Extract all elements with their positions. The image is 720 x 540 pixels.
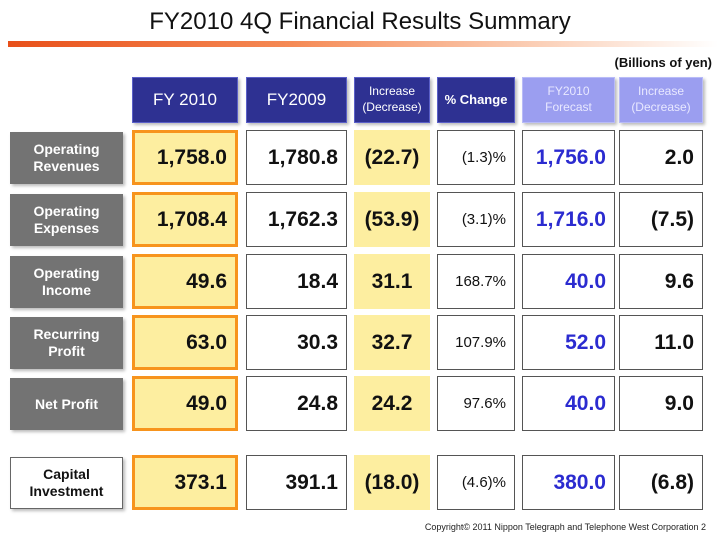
value-forecast: 52.0 — [522, 315, 615, 370]
value-pct: 97.6% — [437, 376, 515, 431]
value-pct: 168.7% — [437, 254, 515, 309]
value-fy2009: 30.3 — [246, 315, 347, 370]
value-forecast: 380.0 — [522, 455, 615, 510]
value-fy2010: 63.0 — [132, 315, 238, 370]
value-fy2009: 18.4 — [246, 254, 347, 309]
header-increase: Increase (Decrease) — [354, 77, 430, 123]
row-label: Net Profit — [10, 378, 123, 430]
value-fy2010: 49.0 — [132, 376, 238, 431]
value-pct: 107.9% — [437, 315, 515, 370]
copyright-footer: Copyright© 2011 Nippon Telegraph and Tel… — [424, 522, 706, 532]
row-label: Recurring Profit — [10, 317, 123, 369]
row-label: Operating Income — [10, 256, 123, 308]
value-fy2009: 1,762.3 — [246, 192, 347, 247]
unit-label: (Billions of yen) — [614, 55, 713, 70]
value-increase: (22.7) — [354, 130, 430, 185]
value-increase: 31.1 — [354, 254, 430, 309]
value-pct: (3.1)% — [437, 192, 515, 247]
value-forecast: 40.0 — [522, 376, 615, 431]
value-vs-forecast: (6.8) — [619, 455, 703, 510]
value-fy2010: 49.6 — [132, 254, 238, 309]
value-forecast: 1,716.0 — [522, 192, 615, 247]
header-vs-forecast: Increase (Decrease) — [619, 77, 703, 123]
value-increase: (53.9) — [354, 192, 430, 247]
header-pct-change: % Change — [437, 77, 515, 123]
value-vs-forecast: (7.5) — [619, 192, 703, 247]
value-pct: (1.3)% — [437, 130, 515, 185]
value-fy2010: 373.1 — [132, 455, 238, 510]
value-increase: 32.7 — [354, 315, 430, 370]
value-increase: (18.0) — [354, 455, 430, 510]
row-label: Operating Expenses — [10, 194, 123, 246]
value-fy2009: 391.1 — [246, 455, 347, 510]
row-label: Operating Revenues — [10, 132, 123, 184]
value-forecast: 1,756.0 — [522, 130, 615, 185]
value-forecast: 40.0 — [522, 254, 615, 309]
value-increase: 24.2 — [354, 376, 430, 431]
value-fy2009: 1,780.8 — [246, 130, 347, 185]
slide-title: FY2010 4Q Financial Results Summary — [149, 8, 571, 35]
value-vs-forecast: 11.0 — [619, 315, 703, 370]
row-label: Capital Investment — [10, 457, 123, 509]
value-fy2010: 1,708.4 — [132, 192, 238, 247]
value-fy2009: 24.8 — [246, 376, 347, 431]
header-fy2009: FY2009 — [246, 77, 347, 123]
value-vs-forecast: 9.6 — [619, 254, 703, 309]
value-fy2010: 1,758.0 — [132, 130, 238, 185]
header-forecast: FY2010 Forecast — [522, 77, 615, 123]
header-fy2010: FY 2010 — [132, 77, 238, 123]
value-vs-forecast: 9.0 — [619, 376, 703, 431]
title-underline — [8, 41, 718, 47]
value-pct: (4.6)% — [437, 455, 515, 510]
value-vs-forecast: 2.0 — [619, 130, 703, 185]
